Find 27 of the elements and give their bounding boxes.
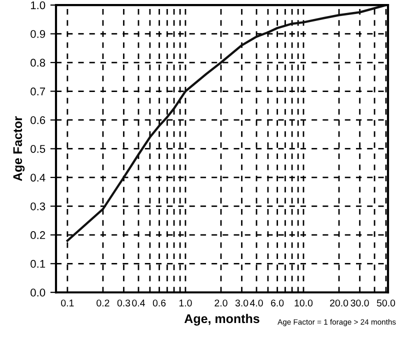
x-axis-title: Age, months [184,314,260,326]
y-axis-title: Age Factor [13,116,25,182]
x-tick-label: 30.0 [350,300,369,306]
x-tick-label: 0.4 [132,300,145,306]
y-tick-label: 0.0 [30,288,46,297]
y-tick-label: 0.5 [30,144,46,153]
y-tick-label: 0.9 [30,30,46,38]
x-tick-label: 2.0 [214,300,228,306]
x-tick-label: 4.0 [250,300,263,306]
y-tick-label: 0.4 [30,174,46,182]
x-tick-label: 0.2 [96,300,110,306]
y-tick-label: 0.6 [30,116,46,124]
x-tick-label: 6.0 [271,300,284,306]
x-tick-label: 0.1 [61,300,74,306]
x-tick-label: 20.0 [330,300,348,306]
x-tick-label: 10.0 [294,300,313,306]
x-tick-label: 1.0 [179,300,192,306]
y-tick-label: 1.0 [30,1,46,10]
x-tick-label: 0.3 [117,300,130,306]
y-tick-label: 0.8 [30,58,46,67]
y-tick-label: 0.3 [30,202,46,210]
x-tick-label: 3.0 [235,300,248,306]
y-tick-label: 0.1 [30,260,46,268]
y-tick-label: 0.2 [30,231,46,240]
y-tick-label: 0.7 [30,88,46,96]
x-tick-label: 0.6 [152,300,166,306]
x-tick-label: 50.0 [376,300,396,306]
